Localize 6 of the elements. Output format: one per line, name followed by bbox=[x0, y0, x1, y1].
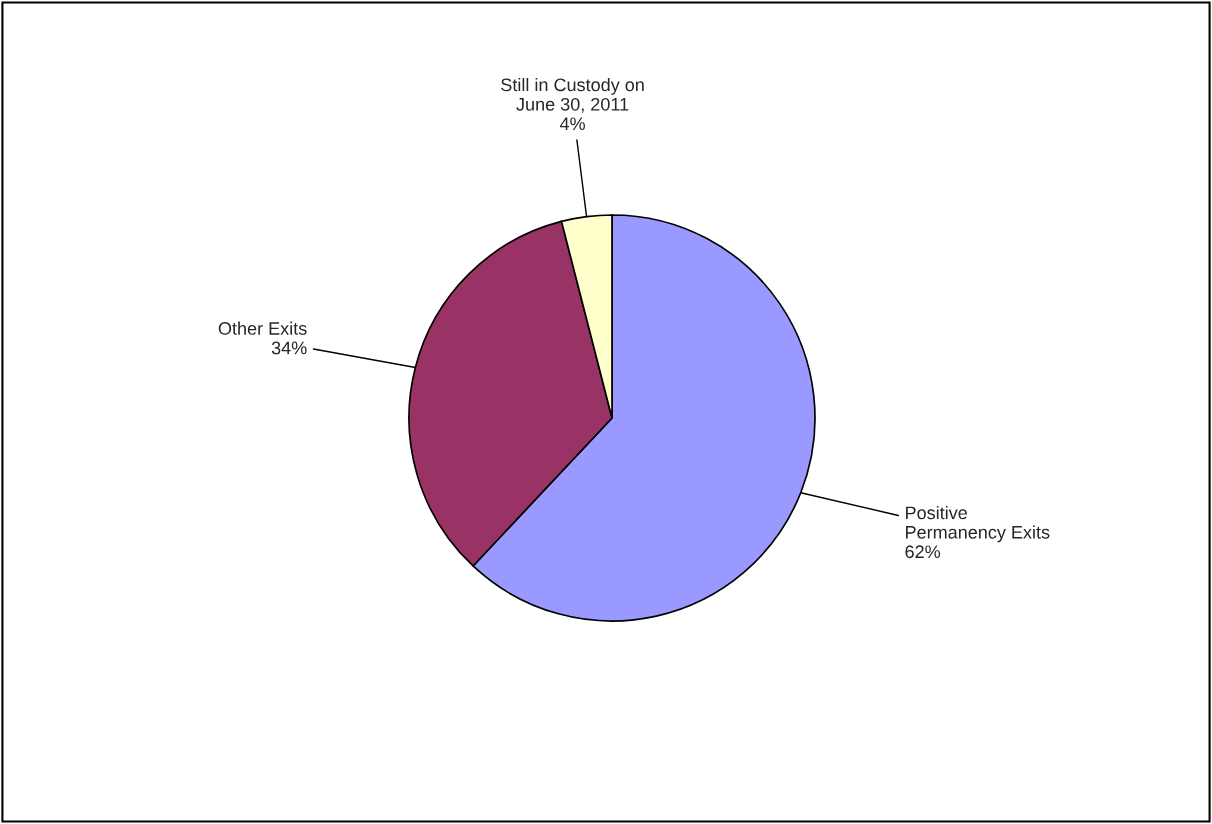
data-label: 62% bbox=[905, 545, 941, 559]
data-label: 4% bbox=[559, 117, 585, 131]
slice-label: Positive Permanency Exits bbox=[906, 505, 1050, 543]
slice-label: Other Exits bbox=[218, 321, 307, 335]
data-label: 34% bbox=[271, 341, 307, 355]
slice-label: Still in Custody on June 30, 2011 bbox=[501, 77, 644, 113]
